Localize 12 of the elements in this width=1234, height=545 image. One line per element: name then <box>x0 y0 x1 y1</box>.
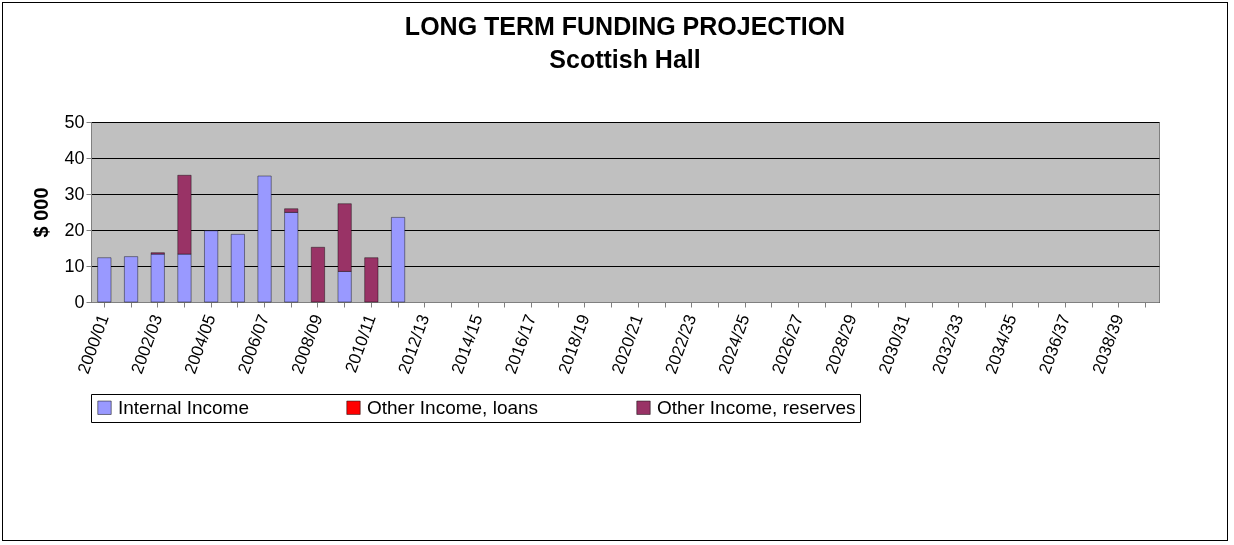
y-tick-label: 20 <box>64 219 85 240</box>
y-tick-label: 0 <box>74 291 85 312</box>
y-tick-label: 40 <box>64 147 85 168</box>
legend-label: Internal Income <box>118 396 249 418</box>
y-tick-label: 10 <box>64 255 85 276</box>
chart-subtitle: Scottish Hall <box>549 45 701 73</box>
chart-title: LONG TERM FUNDING PROJECTION <box>404 12 846 40</box>
y-tick-label: 30 <box>64 183 85 204</box>
legend-label: Other Income, loans <box>367 396 539 418</box>
y-axis-title: $ 000 <box>30 187 53 238</box>
y-tick-label: 50 <box>64 111 85 132</box>
legend-label: Other Income, reserves <box>657 396 856 418</box>
